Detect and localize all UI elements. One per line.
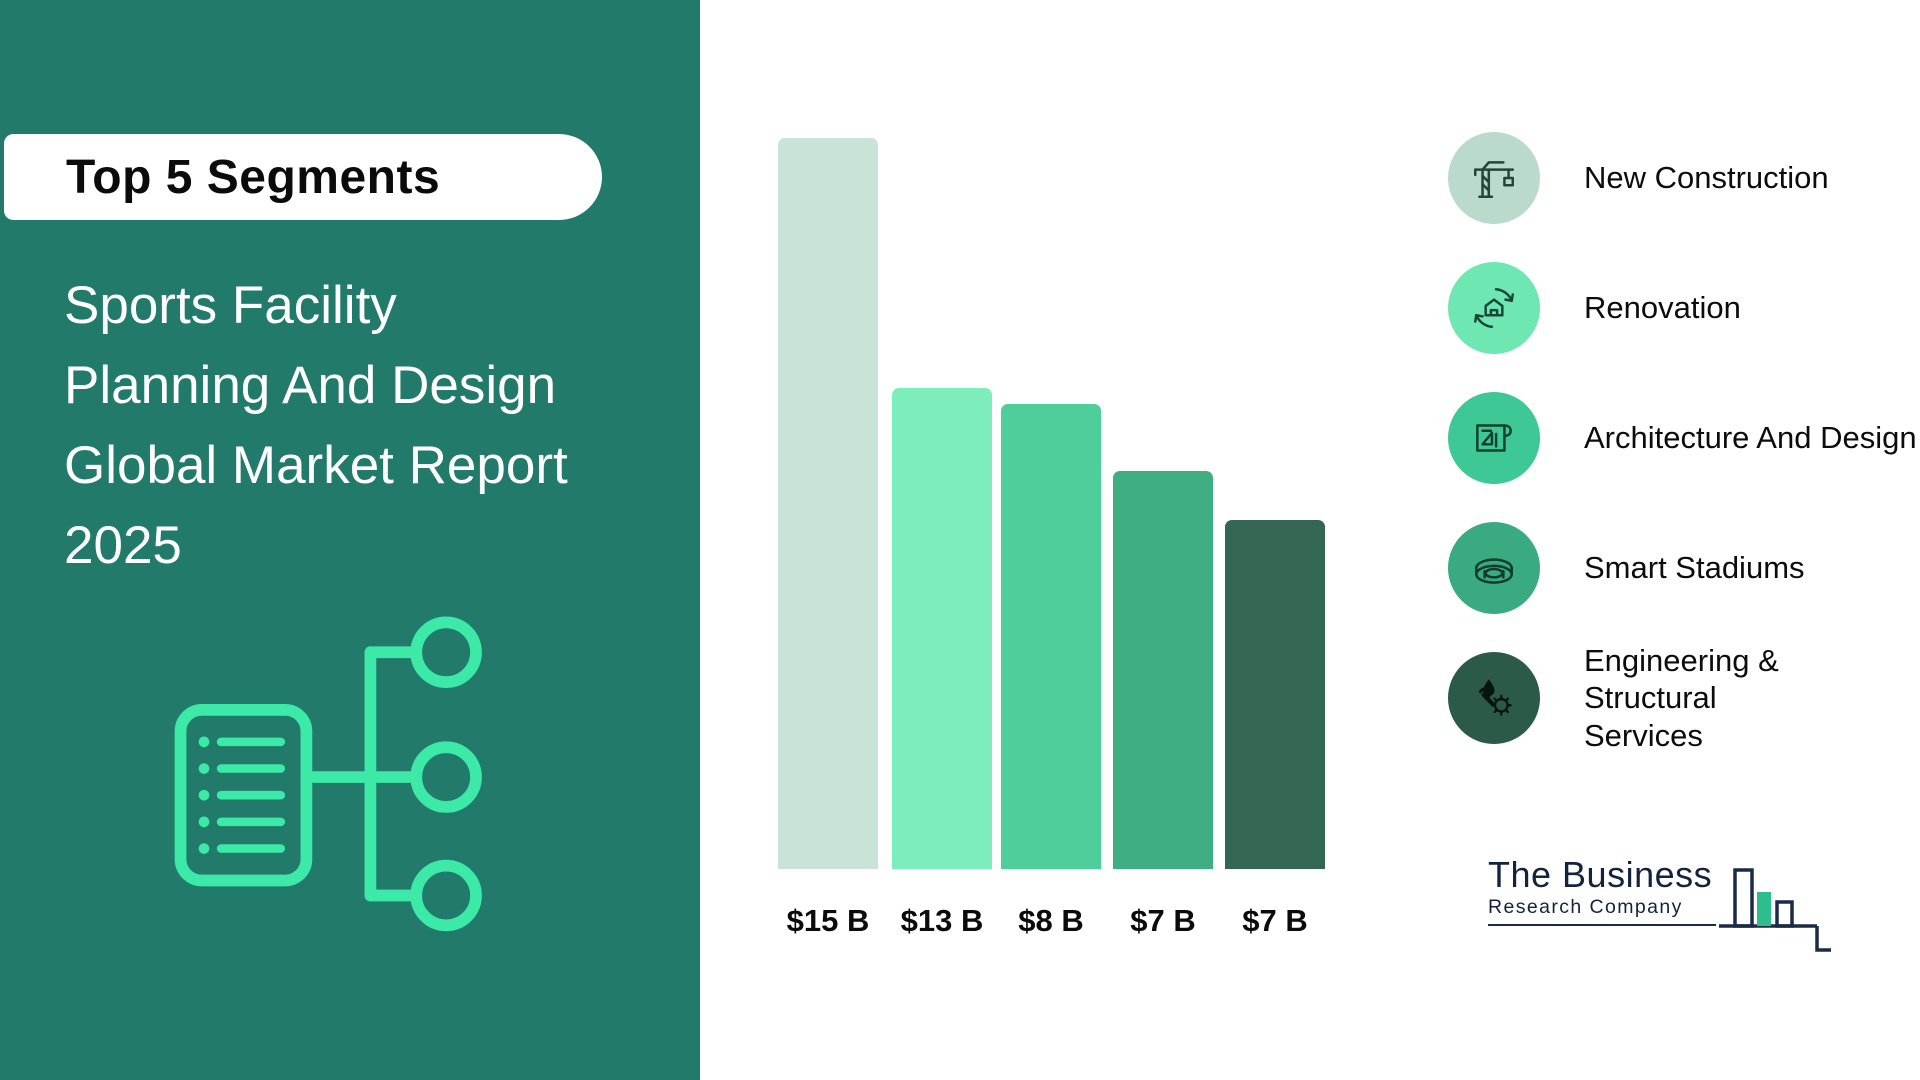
engineering-icon — [1448, 652, 1540, 744]
stadium-icon — [1448, 522, 1540, 614]
document-tree-icon — [172, 616, 492, 936]
legend-item: New Construction — [1448, 132, 1920, 224]
report-title-line: Planning And Design — [64, 356, 557, 415]
bar-value-label: $7 B — [1130, 903, 1196, 938]
chart-bar-5 — [1225, 520, 1325, 869]
report-title: Sports Facility Planning And Design Global… — [64, 266, 674, 586]
chart-legend: New Construction Renovation Architecture A… — [1448, 132, 1920, 782]
chart-bar-2 — [892, 388, 992, 869]
report-title-line: Global Market Report — [64, 436, 568, 495]
legend-item-label-line: Engineering & Structural — [1584, 643, 1779, 716]
report-title-line: Sports Facility — [64, 276, 397, 335]
legend-item: Architecture And Design — [1448, 392, 1920, 484]
bar-value-label: $15 B — [786, 903, 870, 938]
legend-item-label: New Construction — [1584, 160, 1829, 196]
legend-item: Renovation — [1448, 262, 1920, 354]
bar-value-label: $8 B — [1018, 903, 1084, 938]
chart-bar-4 — [1113, 471, 1213, 869]
legend-item-label-line: Services — [1584, 717, 1703, 753]
chart-bar-1 — [778, 138, 878, 869]
legend-item-label: Engineering & Structural Services — [1584, 642, 1920, 754]
logo-company-name: The Business — [1488, 854, 1713, 895]
renovation-icon — [1448, 262, 1540, 354]
crane-icon — [1448, 132, 1540, 224]
legend-item-label: Architecture And Design — [1584, 420, 1917, 456]
bar-value-label: $13 B — [900, 903, 984, 938]
logo-text: The Business Research Company — [1488, 854, 1717, 926]
bar-value-label: $7 B — [1242, 903, 1308, 938]
left-panel: Top 5 Segments Sports Facility Planning A… — [0, 0, 700, 1080]
legend-item: Smart Stadiums — [1448, 522, 1920, 614]
legend-item: Engineering & Structural Services — [1448, 643, 1920, 753]
badge-label: Top 5 Segments — [66, 150, 441, 204]
company-logo: The Business Research Company — [1488, 854, 1842, 952]
chart-bar-3 — [1001, 404, 1101, 869]
legend-item-label: Renovation — [1584, 290, 1741, 326]
logo-bars-icon — [1719, 868, 1832, 952]
top-segments-badge: Top 5 Segments — [4, 134, 602, 220]
report-title-line: 2025 — [64, 516, 182, 575]
legend-item-label: Smart Stadiums — [1584, 550, 1805, 586]
logo-company-subtitle: Research Company — [1488, 896, 1683, 918]
blueprint-icon — [1448, 392, 1540, 484]
